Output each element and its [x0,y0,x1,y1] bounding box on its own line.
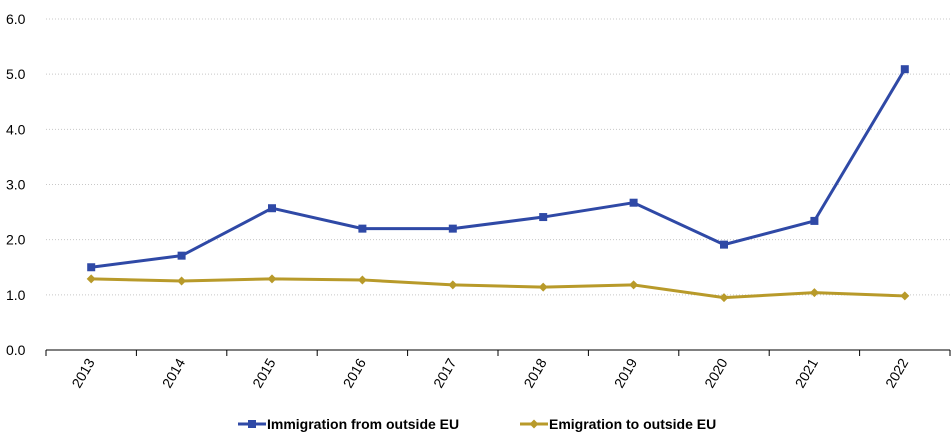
x-tick-label: 2018 [520,355,550,390]
data-point [629,280,639,290]
data-point [448,224,457,233]
legend-label: Immigration from outside EU [267,416,459,432]
y-tick-label: 5.0 [6,66,26,82]
data-point [358,224,367,233]
data-point [538,282,548,292]
data-point [87,263,96,272]
legend: Immigration from outside EU Emigration to… [238,416,716,432]
series-line [89,67,907,269]
data-point [900,65,909,74]
data-point [809,288,819,298]
y-tick-label: 6.0 [6,11,26,27]
y-tick-label: 1.0 [6,287,26,303]
data-point [900,291,910,301]
x-tick-label: 2021 [792,355,822,390]
data-point [177,251,186,260]
data-point [539,213,548,222]
data-point [268,204,276,213]
legend-item: Emigration to outside EU [520,416,716,432]
legend-label: Emigration to outside EU [549,416,716,432]
x-tick-label: 2022 [882,355,912,390]
y-tick-label: 2.0 [6,232,26,248]
y-tick-label: 4.0 [6,121,26,137]
y-tick-label: 3.0 [6,177,26,193]
data-point [267,274,277,284]
x-tick-label: 2020 [701,355,731,390]
series-immigration [87,65,909,272]
data-point [177,276,187,286]
x-tick-label: 2013 [68,355,98,390]
x-tick-label: 2014 [159,355,189,390]
y-tick-label: 0.0 [6,342,26,358]
x-tick-label: 2015 [249,355,279,390]
series-emigration [86,274,910,303]
data-point [448,280,458,290]
data-point [720,240,728,249]
series [86,65,910,303]
data-point [86,274,96,284]
legend-item: Immigration from outside EU [238,416,459,432]
legend-swatch-marker [248,420,256,428]
legend-swatch-marker [529,419,539,429]
series-line [89,277,907,300]
data-point [629,198,638,207]
y-axis: 0.0 1.0 2.0 3.0 4.0 5.0 6.0 [6,11,26,358]
x-tick-label: 2016 [340,355,370,390]
x-tick-label: 2019 [611,355,641,390]
data-point [719,293,729,303]
data-point [357,275,367,285]
x-tick-label: 2017 [430,355,460,390]
x-axis: 2013 2014 2015 2016 2017 2018 2019 2020 2021 2022 [45,349,951,390]
data-point [810,216,819,225]
